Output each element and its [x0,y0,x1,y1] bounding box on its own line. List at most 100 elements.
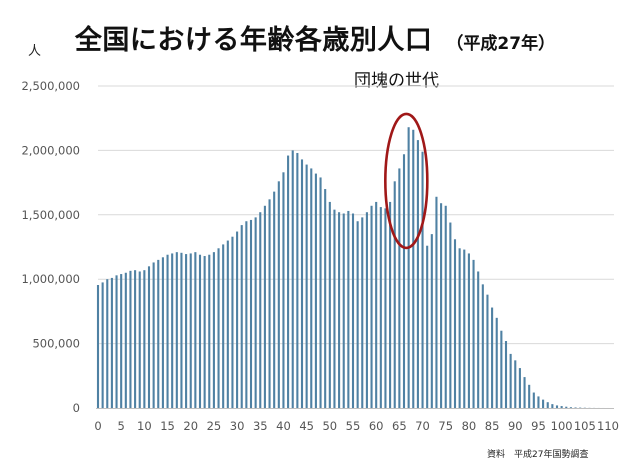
bar [324,189,327,408]
bar [143,270,146,408]
x-tick-label: 65 [392,419,407,433]
bar [444,205,447,408]
bar [147,266,151,408]
x-tick-label: 50 [322,419,337,433]
bar [458,248,461,408]
bar [560,406,563,408]
x-tick-label: 110 [597,419,619,433]
bar [402,154,406,408]
bar [407,127,410,408]
gridlines [98,85,614,345]
bar [124,272,127,408]
bar [379,207,382,408]
bar [449,222,452,408]
bar [268,199,271,408]
bar [175,252,178,408]
bar [226,240,229,408]
bar [412,129,415,409]
bar [546,402,549,408]
bar [375,201,378,408]
x-tick-label: 70 [415,419,430,433]
bar [110,277,113,408]
bar [106,279,109,408]
y-tick-label: 500,000 [32,337,80,351]
bar [481,284,484,408]
bar [120,274,123,408]
bar [277,181,280,408]
bar [273,191,276,408]
x-tick-label: 0 [94,419,101,433]
bar [333,209,336,408]
bar [263,205,266,408]
bar [384,208,387,408]
y-tick-label: 2,000,000 [21,143,80,157]
bars [96,127,610,409]
x-tick-label: 45 [299,419,314,433]
bar [185,254,188,408]
bar [328,201,331,408]
bar [555,405,559,408]
bar [504,341,508,408]
y-tick-label: 0 [73,401,80,415]
bar [416,140,419,408]
bar [453,239,457,408]
bar [477,271,480,408]
source-note: 資料 平成27年国勢調査 [487,450,589,460]
bar [157,259,160,408]
y-tick-labels: 0 500,000 1,000,000 1,500,000 2,000,000 2,500… [21,79,80,415]
bar [569,407,572,408]
chart-title-row: 全国における年齢各歳別人口 （平成27年） [0,18,630,57]
x-tick-label: 35 [253,419,268,433]
bar [435,196,438,408]
bar [463,249,466,408]
x-tick-label: 95 [531,419,546,433]
bar [440,203,443,408]
bar [310,168,313,408]
x-tick-labels: 0 5 10 15 20 25 30 35 40 45 50 55 60 65 70 75 80 85 90 95 10… [94,419,619,433]
bar [129,270,132,408]
bar [518,368,521,408]
bar [236,231,239,408]
bar [194,252,197,408]
bar [491,307,494,408]
bar [347,210,350,408]
bar [152,262,155,408]
bar [338,212,341,408]
bar [537,396,540,408]
x-tick-label: 80 [462,419,477,433]
bar [203,256,206,408]
y-tick-label: 1,000,000 [21,272,80,286]
bar [180,252,183,408]
bar [161,257,164,408]
bar [305,164,308,408]
y-tick-label: 2,500,000 [21,79,80,93]
x-tick-label: 75 [438,419,453,433]
x-tick-label: 90 [508,419,523,433]
bar [472,259,475,408]
bar [101,282,104,408]
bar [500,330,503,408]
x-tick-label: 10 [137,419,152,433]
bar [134,270,137,408]
bar [421,151,424,408]
bar [523,377,526,408]
bar [240,225,243,408]
x-tick-label: 15 [160,419,175,433]
bar [198,254,202,408]
x-tick-label: 55 [346,419,361,433]
bar [249,219,253,408]
x-tick-label: 60 [369,419,384,433]
x-tick-label: 100 [551,419,573,433]
bar [342,213,345,408]
bar [217,248,220,408]
bar [189,253,192,408]
y-tick-label: 1,500,000 [21,208,80,222]
annotation-ellipse [384,112,429,250]
bar [259,212,262,408]
annotation-group [384,112,429,250]
bar [486,294,489,408]
x-tick-label: 85 [485,419,500,433]
bar [208,254,211,408]
bar [356,221,359,408]
x-tick-label: 30 [230,419,245,433]
